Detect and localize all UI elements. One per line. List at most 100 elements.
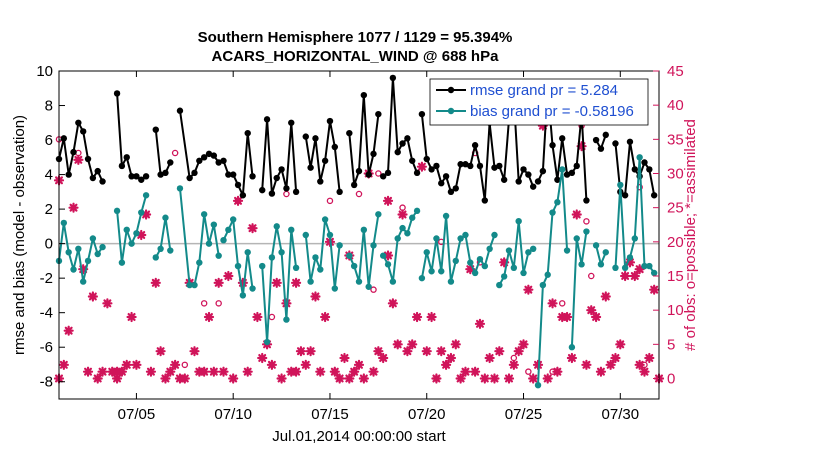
chart-title: Southern Hemisphere 1077 / 1129 = 95.394…	[198, 29, 513, 46]
bias-point	[312, 254, 319, 261]
assimilated-obs-star	[257, 352, 268, 364]
assimilated-obs-marker	[145, 366, 157, 377]
bias-point	[79, 278, 87, 285]
bias-point	[394, 235, 401, 242]
assimilated-obs-star	[600, 291, 611, 302]
assimilated-obs-marker	[440, 359, 452, 370]
assimilated-obs-star	[460, 366, 471, 377]
rmse-point	[94, 167, 101, 175]
bias-point	[239, 292, 247, 299]
assimilated-obs-star	[87, 291, 98, 302]
bias-point	[336, 242, 343, 249]
assimilated-obs-star	[542, 373, 553, 384]
assimilated-obs-star	[150, 277, 161, 288]
bias-line	[570, 231, 588, 348]
assimilated-obs-marker	[349, 366, 360, 377]
bias-point	[283, 316, 290, 323]
assimilated-obs-star	[605, 359, 616, 370]
assimilated-obs-marker	[199, 366, 210, 377]
assimilated-obs-marker	[624, 257, 636, 268]
bias-point	[65, 249, 72, 256]
assimilated-obs-marker	[203, 311, 215, 323]
bias-point	[249, 285, 256, 292]
assimilated-obs-marker	[271, 277, 282, 288]
rmse-point	[457, 161, 464, 168]
y-right-tick-label: 45	[667, 63, 684, 80]
bias-point	[525, 249, 532, 256]
rmse-point	[365, 171, 372, 178]
assimilated-obs-star	[450, 339, 461, 350]
bias-point	[462, 231, 469, 239]
possible-obs-marker	[350, 368, 358, 375]
assimilated-obs-marker	[503, 373, 515, 384]
rmse-point	[307, 164, 314, 171]
rmse-point	[375, 110, 382, 118]
rmse-point	[442, 173, 450, 180]
assimilated-obs-star	[537, 120, 548, 131]
bias-point	[89, 235, 97, 242]
assimilated-obs-marker	[63, 325, 74, 336]
assimilated-obs-star	[479, 373, 490, 384]
possible-obs-marker	[336, 375, 343, 382]
assimilated-obs-marker	[634, 264, 645, 275]
assimilated-obs-star	[290, 277, 302, 288]
rmse-point	[302, 133, 309, 140]
assimilated-obs-star	[82, 366, 94, 377]
bias-point	[602, 249, 609, 256]
bias-point	[554, 199, 561, 206]
bias-point	[471, 269, 479, 277]
possible-obs-marker	[200, 300, 208, 307]
bias-point	[331, 285, 339, 292]
assimilated-obs-star	[131, 359, 142, 370]
assimilated-obs-marker	[213, 277, 224, 288]
bias-point	[118, 259, 126, 266]
rmse-point	[500, 176, 508, 183]
assimilated-obs-marker	[315, 366, 326, 377]
bias-point	[578, 261, 585, 268]
bias-point	[563, 247, 571, 254]
rmse-point	[641, 159, 648, 166]
assimilated-obs-marker	[605, 359, 616, 370]
assimilated-obs-star	[373, 346, 384, 357]
rmse-point	[597, 145, 605, 152]
assimilated-obs-marker	[334, 373, 345, 384]
rmse-line	[58, 121, 104, 182]
rmse-point	[167, 159, 174, 166]
assimilated-obs-star	[387, 298, 398, 309]
assimilated-obs-marker	[179, 373, 190, 384]
rmse-point	[138, 176, 145, 183]
assimilated-obs-star	[639, 366, 650, 377]
possible-obs-marker	[413, 313, 421, 321]
assimilated-obs-marker	[58, 359, 69, 370]
legend: rmse grand pr = 5.284 bias grand pr = -0…	[429, 78, 649, 126]
assimilated-obs-marker	[140, 209, 152, 220]
assimilated-obs-marker	[590, 311, 602, 323]
assimilated-obs-star	[590, 311, 602, 323]
bias-point	[152, 254, 159, 261]
y-right-tick-label: 40	[667, 97, 684, 114]
bias-point	[447, 278, 455, 285]
possible-obs-marker	[326, 197, 334, 205]
possible-obs-marker	[355, 190, 363, 198]
assimilated-obs-star	[78, 264, 89, 275]
assimilated-obs-marker	[576, 141, 587, 152]
bias-point	[428, 268, 435, 275]
y-left-tick-label: -6	[40, 339, 53, 356]
assimilated-obs-marker	[513, 346, 524, 357]
bias-point	[288, 226, 295, 234]
bias-point	[549, 209, 556, 216]
assimilated-obs-marker	[615, 339, 626, 350]
bias-point	[621, 264, 629, 271]
rmse-point	[229, 171, 237, 178]
bias-point	[157, 245, 164, 253]
rmse-point	[389, 74, 397, 82]
assimilated-obs-star	[484, 352, 495, 364]
assimilated-obs-marker	[300, 359, 311, 370]
possible-obs-marker	[510, 354, 518, 362]
assimilated-obs-star	[145, 366, 157, 377]
assimilated-obs-marker	[387, 298, 398, 309]
assimilated-obs-marker	[479, 373, 490, 384]
assimilated-obs-star	[165, 366, 176, 377]
bias-point	[167, 247, 174, 254]
assimilated-obs-marker	[431, 373, 442, 384]
